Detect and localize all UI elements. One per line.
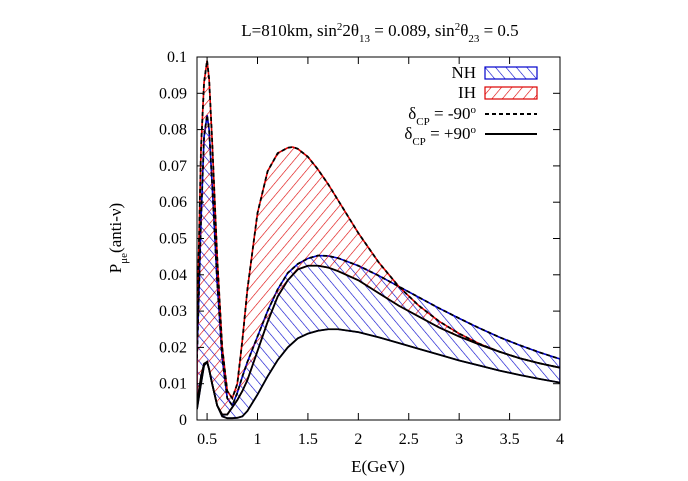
y-tick-label: 0.02: [159, 339, 187, 356]
text-part: δ: [404, 124, 412, 143]
curve-ih-dcp-minus90: [197, 60, 560, 401]
text-part: = 0.089, sin: [370, 21, 455, 40]
x-tick-label: 1.5: [298, 431, 318, 448]
band-layer: [197, 60, 560, 419]
text-part: δ: [408, 104, 416, 123]
text-part: CP: [412, 136, 425, 148]
legend-label: NH: [451, 63, 476, 82]
y-axis-label: Pμe(anti-ν): [106, 203, 130, 273]
y-tick-label: 0.09: [159, 85, 187, 102]
x-tick-label: 1: [254, 431, 262, 448]
text-part: CP: [416, 116, 429, 128]
text-part: 2θ: [342, 21, 359, 40]
y-tick-label: 0.03: [159, 303, 187, 320]
legend-label: IH: [458, 83, 476, 102]
text-part: 23: [468, 33, 480, 45]
x-tick-label: 3: [455, 431, 463, 448]
text-part: o: [471, 104, 477, 116]
legend-label: δCP = +90o: [404, 124, 476, 148]
y-tick-label: 0.1: [167, 49, 187, 66]
y-tick-label: 0: [179, 412, 187, 429]
y-axis: 0 0.01 0.02 0.03 0.04 0.05 0.06 0.07 0.08 0.09 0.1: [159, 49, 560, 429]
y-tick-label: 0.08: [159, 122, 187, 139]
text-part: = +90: [426, 124, 471, 143]
y-tick-label: 0.07: [159, 158, 187, 175]
text-part: θ: [460, 21, 468, 40]
legend-swatch-ih: [484, 86, 538, 100]
text-part: μe: [118, 253, 130, 264]
y-tick-label: 0.06: [159, 194, 187, 211]
x-tick-label: 3.5: [500, 431, 520, 448]
x-tick-label: 2: [354, 431, 362, 448]
curve-nh-dcp-minus90: [197, 114, 560, 408]
x-tick-label: 2.5: [399, 431, 419, 448]
text-part: o: [471, 124, 477, 136]
text-part: 2: [455, 21, 461, 33]
chart-title: L=810km, sin22θ13 = 0.089, sin2θ23 = 0.5: [241, 21, 518, 45]
legend-swatch-nh: [484, 66, 538, 80]
text-part: IH: [458, 83, 476, 102]
y-tick-label: 0.01: [159, 376, 187, 393]
text-part: P: [106, 264, 125, 273]
text-part: L=810km, sin: [241, 21, 337, 40]
legend-label: δCP = -90o: [408, 104, 476, 128]
curve-layer: [197, 60, 560, 420]
text-part: 13: [359, 33, 371, 45]
y-tick-label: 0.04: [159, 267, 187, 284]
text-part: (anti-ν): [106, 203, 125, 253]
text-part: 2: [337, 21, 343, 33]
x-axis-label: E(GeV): [351, 457, 405, 476]
curve-ih-dcp-plus90: [197, 264, 560, 416]
x-axis: 0.5 1 1.5 2 2.5 3 3.5 4: [197, 57, 564, 448]
text-part: = -90: [430, 104, 471, 123]
y-tick-label: 0.05: [159, 231, 187, 248]
text-part: NH: [451, 63, 476, 82]
text-part: = 0.5: [479, 21, 518, 40]
x-tick-label: 4: [556, 431, 564, 448]
x-tick-label: 0.5: [197, 431, 217, 448]
